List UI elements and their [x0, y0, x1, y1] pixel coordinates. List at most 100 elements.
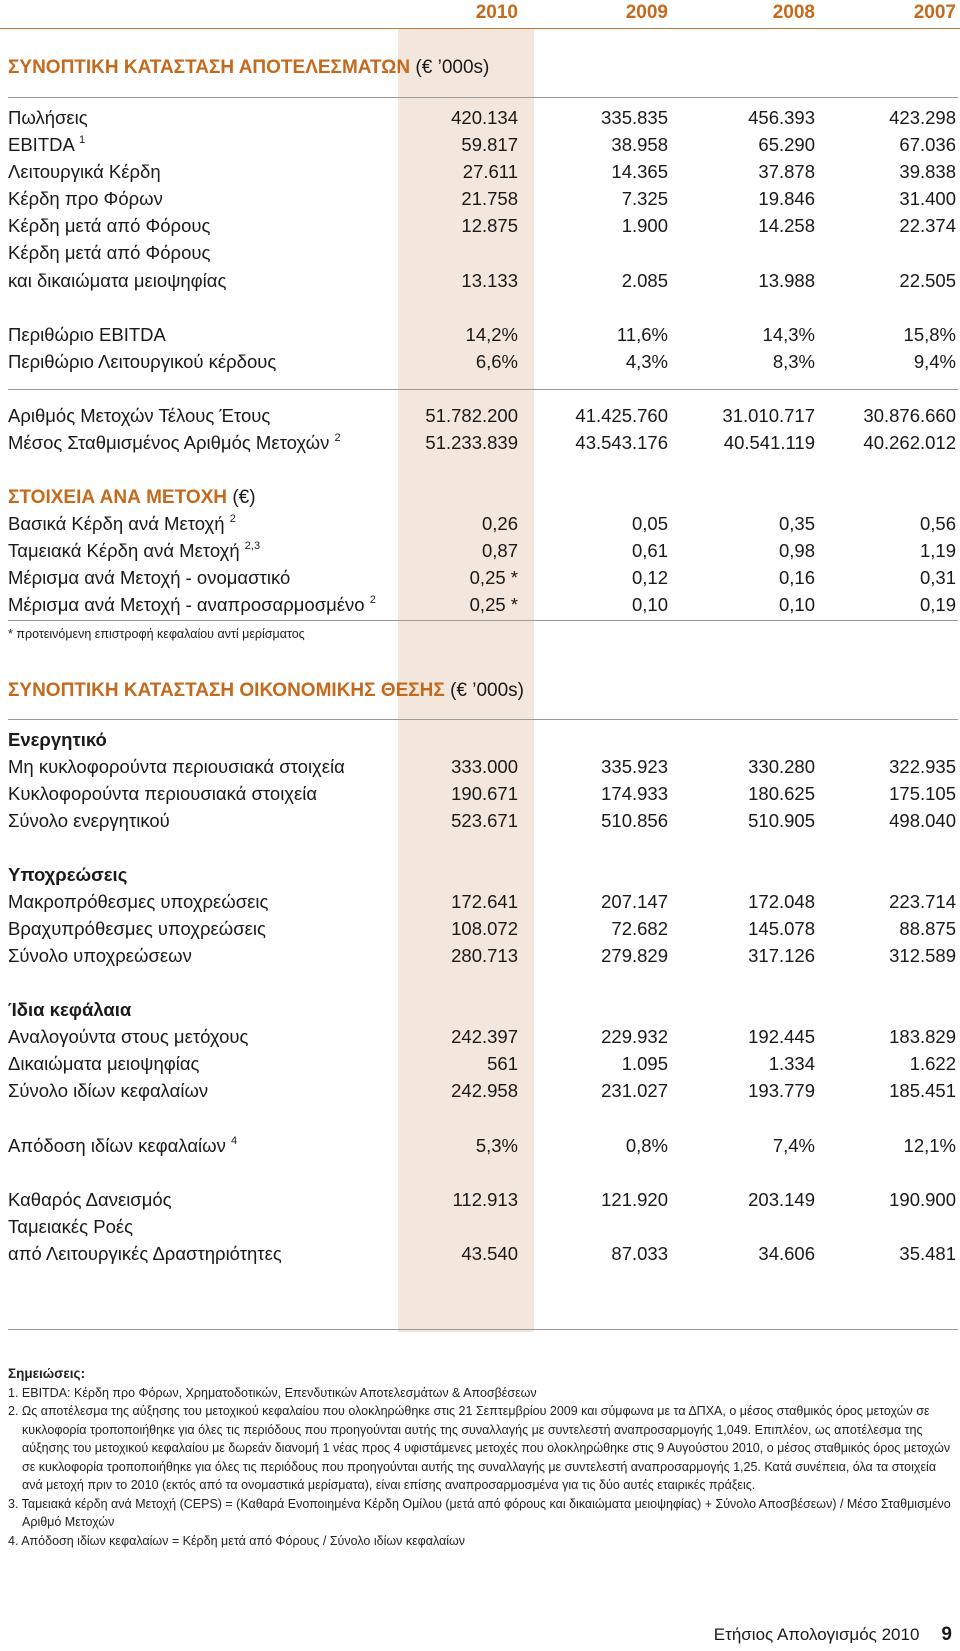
cell-2007: 322.935	[889, 756, 956, 777]
section-title-financial-position: ΣΥΝΟΠΤΙΚΗ ΚΑΤΑΣΤΑΣΗ ΟΙΚΟΝΟΜΙΚΗΣ ΘΕΣΗΣ (€…	[8, 680, 524, 701]
cell-2007: 190.900	[889, 1189, 956, 1210]
equity-heading: Ίδια κεφάλαια	[0, 997, 960, 1023]
cell-2009: 41.425.760	[575, 405, 668, 426]
row-label: Περιθώριο Λειτουργικού κέρδους	[8, 349, 276, 375]
row-label: και δικαιώματα μειοψηφίας	[8, 268, 226, 294]
cell-2009: 7.325	[621, 188, 668, 209]
table-row: Περιθώριο EBITDA 14,2% 11,6% 14,3% 15,8%	[0, 322, 960, 348]
cell-2009: 38.958	[611, 134, 668, 155]
table-row: Περιθώριο Λειτουργικού κέρδους 6,6% 4,3% 8,…	[0, 349, 960, 375]
row-label-text: Αριθμός Μετοχών Τέλους Έτους	[8, 405, 271, 426]
year-2008: 2008	[772, 2, 815, 23]
cell-2010: 27.611	[462, 161, 518, 182]
row-label: Κέρδη προ Φόρων	[8, 186, 163, 212]
row-label-text: Ταμειακές Ροές	[8, 1216, 134, 1237]
row-label: Μακροπρόθεσμες υποχρεώσεις	[8, 889, 268, 915]
cell-2009: 0,05	[631, 513, 668, 534]
row-label: Μη κυκλοφορούντα περιουσιακά στοιχεία	[8, 754, 345, 780]
notes-title: Σημειώσεις:	[8, 1366, 86, 1381]
highlight-column-2010	[398, 28, 534, 1332]
cell-2010: 561	[487, 1053, 518, 1074]
note-2: 2. Ως αποτέλεσμα της αύξησης του μετοχικ…	[8, 1404, 951, 1492]
row-label: Περιθώριο EBITDA	[8, 322, 166, 348]
cell-2008: 0,35	[778, 513, 815, 534]
footnote-marker: 1	[78, 134, 86, 146]
section-title-results: ΣΥΝΟΠΤΙΚΗ ΚΑΤΑΣΤΑΣΗ ΑΠΟΤΕΛΕΣΜΑΤΩΝ (€ ’00…	[8, 57, 490, 78]
cell-2009: 1.095	[621, 1053, 668, 1074]
row-label: Ενεργητικό	[8, 727, 107, 753]
cell-2009: 72.682	[611, 918, 668, 939]
cell-2007: 423.298	[889, 107, 956, 128]
cell-2008: 456.393	[748, 107, 815, 128]
note-1: 1. EBITDA: Κέρδη προ Φόρων, Χρηματοδοτικ…	[8, 1385, 537, 1400]
row-label-text: Αναλογούντα στους μετόχους	[8, 1026, 249, 1047]
cell-2009: 2.085	[621, 270, 668, 291]
footer-title: Ετήσιος Απολογισμός 2010	[713, 1625, 920, 1644]
cell-2008: 14.258	[758, 215, 815, 236]
cell-2010: 112.913	[452, 1189, 519, 1210]
cell-2010: 172.641	[451, 891, 518, 912]
row-label-text: Κέρδη προ Φόρων	[8, 188, 163, 209]
row-label-text: Βραχυπρόθεσμες υποχρεώσεις	[8, 918, 266, 939]
cell-2008: 40.541.119	[723, 432, 815, 453]
cell-2010: 0,25 *	[469, 594, 518, 615]
row-label-text: EBITDA	[8, 134, 74, 155]
cell-2007: 30.876.660	[863, 405, 956, 426]
cell-2008: 8,3%	[772, 351, 815, 372]
cell-2007: 9,4%	[913, 351, 956, 372]
cell-2008: 192.445	[748, 1026, 815, 1047]
liabilities-heading: Υποχρεώσεις	[0, 862, 960, 888]
cell-2008: 19.846	[758, 188, 815, 209]
year-2010: 2010	[475, 2, 518, 23]
cell-2007: 35.481	[899, 1243, 956, 1264]
row-label-text: Καθαρός Δανεισμός	[8, 1189, 172, 1210]
year-2009: 2009	[625, 2, 668, 23]
cell-2008: 1.334	[768, 1053, 815, 1074]
row-label: Σύνολο ενεργητικού	[8, 808, 170, 834]
row-label-text: Μέσος Σταθμισμένος Αριθμός Μετοχών	[8, 432, 330, 453]
cell-2007: 0,19	[919, 594, 956, 615]
cell-2008: 193.779	[748, 1080, 815, 1101]
cell-2010: 108.072	[451, 918, 518, 939]
row-label: Μέρισμα ανά Μετοχή - αναπροσαρμοσμένο 2	[8, 592, 376, 618]
row-label: Ταμειακές Ροές	[8, 1214, 133, 1240]
cell-2008: 7,4%	[772, 1135, 815, 1156]
row-label: Πωλήσεις	[8, 105, 88, 131]
table-row: Πωλήσεις 420.134 335.835 456.393 423.298	[0, 105, 960, 131]
table-row: Μέσος Σταθμισμένος Αριθμός Μετοχών 2 51.2…	[0, 430, 960, 456]
cell-2007: 312.589	[889, 945, 956, 966]
row-label-text: από Λειτουργικές Δραστηριότητες	[8, 1243, 282, 1264]
cell-2010: 5,3%	[475, 1135, 518, 1156]
cell-2010: 190.671	[451, 783, 518, 804]
row-label: Σύνολο ιδίων κεφαλαίων	[8, 1078, 208, 1104]
row-label-text: Δικαιώματα μειοψηφίας	[8, 1053, 200, 1074]
row-label-text: Κυκλοφορούντα περιουσιακά στοιχεία	[8, 783, 318, 804]
row-label: Ίδια κεφάλαια	[8, 997, 131, 1023]
row-label: Αριθμός Μετοχών Τέλους Έτους	[8, 403, 270, 429]
cell-2010: 12.875	[461, 215, 518, 236]
table-row: Βραχυπρόθεσμες υποχρεώσεις 108.072 72.682 1…	[0, 916, 960, 942]
cell-2007: 1,19	[919, 540, 956, 561]
cell-2009: 0,12	[631, 567, 668, 588]
section-rule	[8, 620, 958, 621]
cell-2007: 22.505	[899, 270, 956, 291]
cell-2010: 333.000	[451, 756, 518, 777]
footnote-marker: 4	[230, 1135, 238, 1147]
row-label: από Λειτουργικές Δραστηριότητες	[8, 1241, 282, 1267]
row-label: Ταμειακά Κέρδη ανά Μετοχή 2,3	[8, 538, 260, 564]
row-label: Μέρισμα ανά Μετοχή - ονομαστικό	[8, 565, 290, 591]
row-label-text: και δικαιώματα μειοψηφίας	[8, 270, 227, 291]
footnote-marker: 2	[229, 513, 236, 525]
table-row: Αναλογούντα στους μετόχους 242.397 229.932…	[0, 1024, 960, 1050]
row-label-text: Ίδια κεφάλαια	[8, 999, 132, 1020]
table-row: Βασικά Κέρδη ανά Μετοχή 2 0,26 0,05 0,35 0,5…	[0, 511, 960, 537]
row-label-text: Απόδοση ιδίων κεφαλαίων	[8, 1135, 226, 1156]
cell-2007: 185.451	[889, 1080, 956, 1101]
cell-2008: 0,98	[778, 540, 815, 561]
row-label-text: Σύνολο ιδίων κεφαλαίων	[8, 1080, 209, 1101]
row-label-text: Σύνολο υποχρεώσεων	[8, 945, 192, 966]
cell-2010: 14,2%	[465, 324, 518, 345]
cell-2007: 0,56	[919, 513, 956, 534]
table-row: Δικαιώματα μειοψηφίας 561 1.095 1.334 1.622	[0, 1051, 960, 1077]
cell-2009: 1.900	[621, 215, 668, 236]
